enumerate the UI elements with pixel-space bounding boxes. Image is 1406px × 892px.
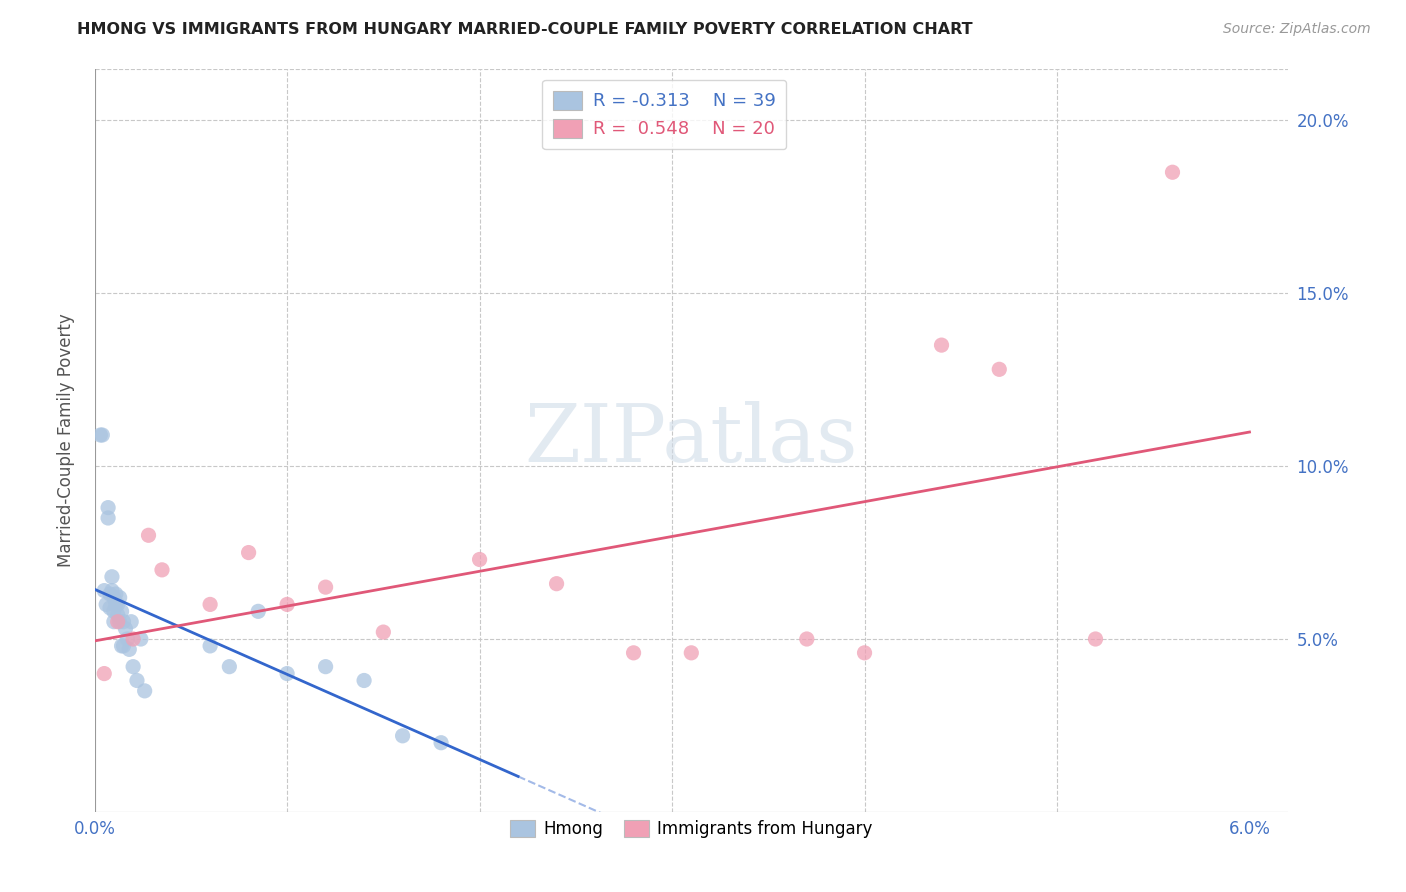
Point (681, 646, 703, 660)
Point (103, 591, 125, 605)
Point (89, 428, 111, 442)
Point (315, 580, 337, 594)
Point (623, 646, 645, 660)
Text: ZIPatlas: ZIPatlas (524, 401, 858, 479)
Point (122, 659, 145, 673)
Point (107, 598, 129, 612)
Point (247, 604, 270, 618)
Point (101, 570, 124, 584)
Point (198, 598, 221, 612)
Point (276, 598, 298, 612)
Point (391, 729, 413, 743)
Point (1161, 165, 1184, 179)
Point (91, 428, 114, 442)
Point (104, 598, 127, 612)
Point (103, 615, 125, 629)
Point (97, 511, 120, 525)
Point (218, 659, 240, 673)
Point (93, 583, 115, 598)
Point (546, 576, 568, 591)
Point (96, 598, 118, 612)
Text: HMONG VS IMMIGRANTS FROM HUNGARY MARRIED-COUPLE FAMILY POVERTY CORRELATION CHART: HMONG VS IMMIGRANTS FROM HUNGARY MARRIED… (77, 22, 973, 37)
Point (103, 604, 125, 618)
Point (93, 666, 115, 681)
Point (138, 528, 160, 542)
Point (112, 615, 135, 629)
Point (110, 604, 132, 618)
Point (98, 587, 121, 601)
Point (122, 632, 145, 646)
Point (134, 684, 156, 698)
Point (117, 632, 139, 646)
Point (373, 625, 395, 640)
Point (108, 615, 131, 629)
Point (108, 591, 131, 605)
Point (468, 552, 491, 566)
Text: Source: ZipAtlas.com: Source: ZipAtlas.com (1223, 22, 1371, 37)
Point (353, 673, 375, 688)
Point (931, 338, 953, 352)
Point (276, 666, 298, 681)
Point (120, 615, 142, 629)
Point (796, 632, 818, 646)
Point (118, 642, 141, 657)
Point (112, 639, 135, 653)
Point (129, 632, 152, 646)
Point (114, 622, 136, 636)
Point (98, 600, 121, 615)
Point (853, 646, 876, 660)
Point (430, 736, 453, 750)
Point (988, 362, 1011, 376)
Point (315, 659, 337, 673)
Point (110, 639, 132, 653)
Point (125, 673, 148, 688)
Y-axis label: Married-Couple Family Poverty: Married-Couple Family Poverty (58, 313, 75, 567)
Legend: Hmong, Immigrants from Hungary: Hmong, Immigrants from Hungary (503, 813, 879, 845)
Point (198, 639, 221, 653)
Point (238, 545, 260, 559)
Point (104, 587, 127, 601)
Point (107, 615, 129, 629)
Point (107, 607, 129, 622)
Point (150, 563, 173, 577)
Point (97, 500, 120, 515)
Point (101, 583, 124, 598)
Point (1084, 632, 1107, 646)
